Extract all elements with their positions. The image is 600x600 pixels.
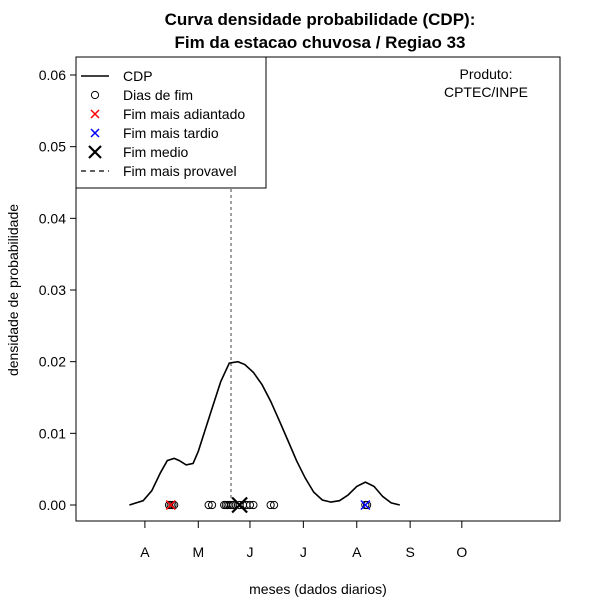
y-tick-label: 0.03 bbox=[39, 282, 66, 298]
x-tick-label: A bbox=[352, 544, 362, 560]
x-tick-label: A bbox=[140, 544, 150, 560]
legend: CDP Dias de fim Fim mais adiantado Fim mais… bbox=[75, 56, 267, 189]
dias-de-fim-points bbox=[164, 500, 372, 510]
y-tick-label: 0.01 bbox=[39, 425, 66, 441]
fim-medio-marker bbox=[231, 496, 248, 514]
chart-title-line-1: Curva densidade probabilidade (CDP): bbox=[165, 10, 476, 29]
dia-de-fim-point bbox=[249, 500, 258, 510]
x-tick-label: O bbox=[456, 544, 467, 560]
legend-label: Fim medio bbox=[123, 144, 189, 160]
legend-label: Fim mais adiantado bbox=[123, 106, 245, 122]
cdp-curve bbox=[129, 360, 400, 506]
dia-de-fim-point bbox=[204, 500, 213, 510]
y-tick-label: 0.04 bbox=[39, 210, 66, 226]
summary-markers bbox=[165, 496, 371, 514]
legend-box bbox=[75, 56, 267, 189]
legend-symbol-cross bbox=[90, 109, 100, 119]
fim-mais-tardio-marker bbox=[360, 499, 371, 511]
x-tick-label: M bbox=[192, 544, 204, 560]
legend-items: CDP Dias de fim Fim mais adiantado Fim mais… bbox=[81, 68, 245, 179]
chart-title-line-2: Fim da estacao chuvosa / Regiao 33 bbox=[174, 33, 465, 52]
legend-symbol-cross bbox=[90, 128, 100, 138]
y-axis: 0.00 0.01 0.02 0.03 0.04 0.05 0.06 bbox=[39, 67, 76, 513]
y-tick-label: 0.05 bbox=[39, 139, 66, 155]
y-tick-label: 0.06 bbox=[39, 67, 66, 83]
product-label: Produto: bbox=[460, 66, 513, 82]
legend-label: CDP bbox=[123, 68, 153, 84]
x-tick-label: J bbox=[300, 544, 307, 560]
plot-frame bbox=[75, 56, 561, 522]
dia-de-fim-point bbox=[362, 500, 372, 510]
y-axis-label: densidade de probabilidade bbox=[5, 204, 21, 376]
dia-de-fim-point bbox=[266, 500, 275, 510]
legend-symbol-circle bbox=[90, 90, 100, 100]
dia-de-fim-point bbox=[207, 500, 217, 510]
dia-de-fim-point bbox=[245, 500, 255, 510]
legend-label: Fim mais provavel bbox=[123, 163, 237, 179]
y-tick-label: 0.00 bbox=[39, 497, 66, 513]
dia-de-fim-point bbox=[269, 500, 279, 510]
x-axis-label: meses (dados diarios) bbox=[249, 581, 387, 597]
legend-label: Dias de fim bbox=[123, 87, 193, 103]
y-tick-label: 0.02 bbox=[39, 354, 66, 370]
x-tick-label: J bbox=[246, 544, 253, 560]
fim-mais-adiantado-marker bbox=[165, 499, 176, 511]
legend-label: Fim mais tardio bbox=[123, 125, 219, 141]
legend-symbol-cross bbox=[88, 145, 102, 159]
x-tick-label: S bbox=[405, 544, 414, 560]
product-source: CPTEC/INPE bbox=[444, 84, 528, 100]
